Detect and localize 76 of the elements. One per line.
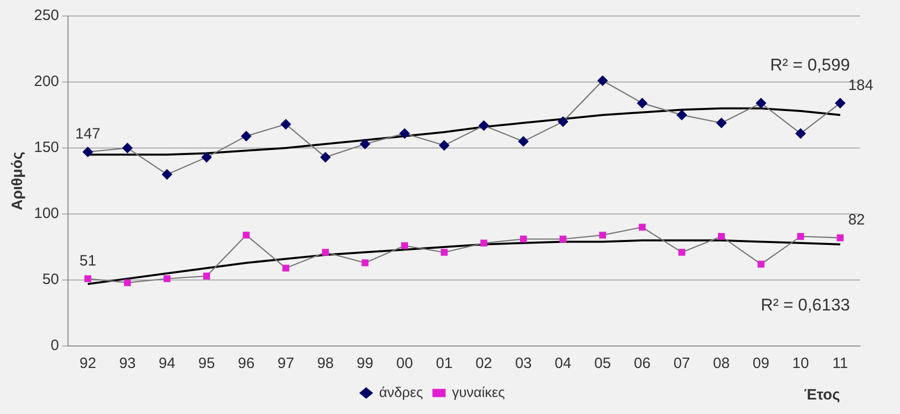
data-label: 184 [848,76,874,94]
point [756,98,766,108]
x-tick-label: 10 [792,355,809,372]
x-tick-label: 00 [396,355,413,372]
point [678,248,686,256]
annotation: R² = 0,6133 [760,296,850,315]
x-tick-label: 05 [594,355,611,372]
point [518,136,529,146]
x-tick-label: 99 [356,355,374,372]
point [758,260,764,268]
point [280,119,291,130]
point [360,138,370,150]
point [124,279,131,286]
x-tick-label: 09 [752,355,770,372]
y-tick-label: 250 [34,7,60,24]
point [401,242,408,250]
x-tick-label: 92 [79,355,96,372]
data-label: 51 [79,252,96,270]
point [320,152,331,162]
point [599,232,606,239]
x-tick-label: 06 [634,355,651,372]
legend-label: γυναίκες [452,384,506,400]
annotation: R² = 0,599 [770,56,850,75]
point [82,146,93,158]
y-tick-label: 150 [34,139,60,156]
point [282,264,290,272]
legend-label: άνδρες [379,384,424,400]
x-tick-label: 95 [198,355,215,372]
point [598,76,608,86]
point [439,140,450,150]
point [835,98,846,108]
point [520,236,527,243]
y-tick-label: 0 [50,337,60,354]
x-axis-title: Έτος [804,386,840,404]
point [638,224,646,231]
point [836,234,844,242]
point [637,98,648,108]
y-tick-label: 100 [34,205,60,222]
x-tick-label: 02 [475,355,492,372]
point [558,116,568,127]
data-label: 82 [848,211,865,228]
x-tick-label: 94 [158,355,176,372]
point [560,236,566,243]
x-tick-label: 97 [277,355,294,372]
point [718,233,725,240]
point [480,240,488,246]
x-tick-label: 07 [673,355,690,372]
x-tick-label: 96 [238,355,255,372]
point [796,128,806,139]
point [322,248,329,256]
x-tick-label: 03 [515,355,532,372]
y-tick-label: 200 [34,73,60,90]
point [362,259,368,266]
x-tick-label: 98 [317,355,334,372]
point [242,232,250,239]
point [241,131,252,142]
data-label: 147 [75,126,100,143]
point [203,272,210,280]
point [202,152,212,162]
point [162,169,172,180]
x-tick-label: 01 [436,355,453,372]
point [84,275,92,282]
x-tick-label: 11 [832,355,848,372]
x-tick-label: 08 [713,355,730,372]
point [797,233,804,240]
x-tick-label: 04 [554,355,572,372]
point [164,275,170,282]
point [122,142,133,154]
point [676,110,687,120]
point [400,128,410,139]
point [716,118,727,128]
point [440,248,448,256]
x-tick-label: 93 [119,355,136,372]
y-tick-label: 50 [42,271,60,288]
y-axis-title: Αριθμός [9,152,26,210]
point [478,120,489,131]
